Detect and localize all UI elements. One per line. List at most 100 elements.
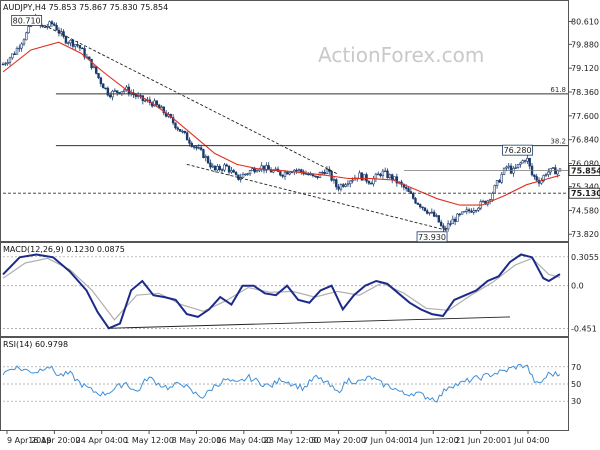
candle-body: [122, 89, 126, 92]
candle-body: [458, 213, 461, 216]
candle-body: [197, 147, 200, 149]
candle-body: [81, 47, 84, 50]
x-tick-label: 23 May 12:00: [264, 436, 319, 445]
candle-body: [367, 180, 371, 184]
candle-body: [344, 184, 347, 187]
candle-body: [244, 173, 247, 176]
candle-body: [526, 158, 529, 162]
candle-body: [339, 184, 343, 190]
price-axis-grid: 80.610 79.880 79.120 78.360 77.600 76.840 76.0…: [568, 18, 599, 239]
price-tick-label: 75.340: [571, 183, 599, 192]
price-candles: [1, 13, 562, 232]
candle-body: [446, 223, 450, 230]
candle-body: [67, 42, 70, 44]
candle-body: [332, 179, 336, 181]
candle-body: [209, 162, 212, 168]
rsi-tick-label: 30: [571, 397, 581, 406]
candle-body: [297, 169, 301, 171]
candle-body: [377, 173, 380, 176]
candle-body: [50, 21, 54, 25]
candle-body: [300, 169, 303, 173]
rsi-line: [2, 363, 561, 403]
candle-body: [437, 215, 441, 223]
candle-body: [206, 156, 210, 164]
x-tick-label: 1 May 12:00: [124, 436, 174, 445]
candle-body: [423, 207, 427, 212]
candle-body: [253, 168, 256, 173]
fib-level-label: 38.2: [550, 138, 566, 146]
candle-body: [106, 87, 110, 96]
macd-panel-frame: [0, 242, 569, 337]
candle-body: [113, 90, 117, 92]
candle-body: [379, 173, 382, 177]
candle-body: [190, 142, 193, 147]
candle-body: [181, 130, 184, 133]
candle-body: [507, 165, 510, 168]
macd-axis-grid: 0.3055 0.0 -0.451: [3, 253, 599, 333]
rsi-tick-label: 50: [571, 380, 581, 389]
candle-body: [470, 210, 473, 213]
candle-body: [64, 36, 68, 44]
rsi-lines: [2, 363, 561, 403]
candle-body: [288, 172, 291, 175]
candle-body: [251, 168, 254, 171]
candle-body: [384, 170, 387, 173]
candle-body: [465, 209, 468, 212]
candle-body: [325, 168, 329, 174]
price-tick-label: 79.120: [571, 64, 599, 73]
candle-body: [20, 43, 23, 49]
price-header: AUDJPY,H4 75.853 75.867 75.830 75.854: [3, 3, 168, 12]
candle-body: [267, 165, 270, 170]
candle-body: [202, 149, 205, 159]
candle-body: [509, 165, 513, 174]
current-price-tag-box: [568, 165, 600, 176]
price-tick-label: 76.080: [571, 159, 599, 168]
candle-body: [411, 193, 415, 199]
candle-body: [171, 117, 175, 124]
x-tick-label: 9 Apr 2019: [7, 436, 51, 445]
price-tick-label: 74.580: [571, 206, 599, 215]
candle-body: [337, 186, 340, 190]
candle-body: [227, 165, 231, 173]
candle-body: [498, 180, 501, 183]
candle-body: [342, 184, 345, 187]
candle-body: [78, 45, 82, 49]
candle-body: [544, 174, 548, 176]
candle-body: [528, 158, 531, 167]
candle-body: [232, 170, 235, 173]
candle-body: [286, 171, 289, 175]
candle-body: [281, 174, 284, 177]
candle-body: [178, 129, 182, 132]
candle-body: [316, 176, 319, 178]
candle-body: [432, 211, 436, 217]
candle-body: [22, 39, 26, 45]
candle-body: [192, 146, 196, 148]
candle-body: [234, 172, 238, 176]
x-tick-label: 8 May 20:00: [172, 436, 222, 445]
candle-body: [76, 44, 79, 46]
descending-trendline: [30, 17, 338, 175]
price-tick-label: 80.610: [571, 18, 599, 27]
candle-body: [414, 198, 417, 204]
macd-tick-label: 0.3055: [571, 253, 599, 262]
candle-body: [404, 186, 408, 189]
price-tick-label: 78.360: [571, 88, 599, 97]
x-tick-label: 21 Jun 20:00: [455, 436, 506, 445]
candle-body: [533, 174, 536, 177]
candle-body: [472, 210, 475, 213]
x-tick-label: 1 Jul 04:00: [507, 436, 550, 445]
candle-body: [216, 166, 219, 171]
candle-body: [514, 167, 517, 169]
price-tick-label: 77.600: [571, 112, 599, 121]
candle-body: [372, 178, 375, 185]
candle-body: [1, 63, 5, 66]
rsi-header: RSI(14) 60.9798: [3, 340, 68, 349]
candle-body: [535, 176, 538, 181]
candle-body: [309, 173, 312, 176]
candle-body: [323, 171, 326, 174]
candle-body: [265, 165, 268, 171]
candle-body: [162, 106, 166, 114]
annotation-box: [502, 144, 533, 156]
candle-body: [493, 185, 496, 194]
candle-body: [435, 215, 438, 217]
